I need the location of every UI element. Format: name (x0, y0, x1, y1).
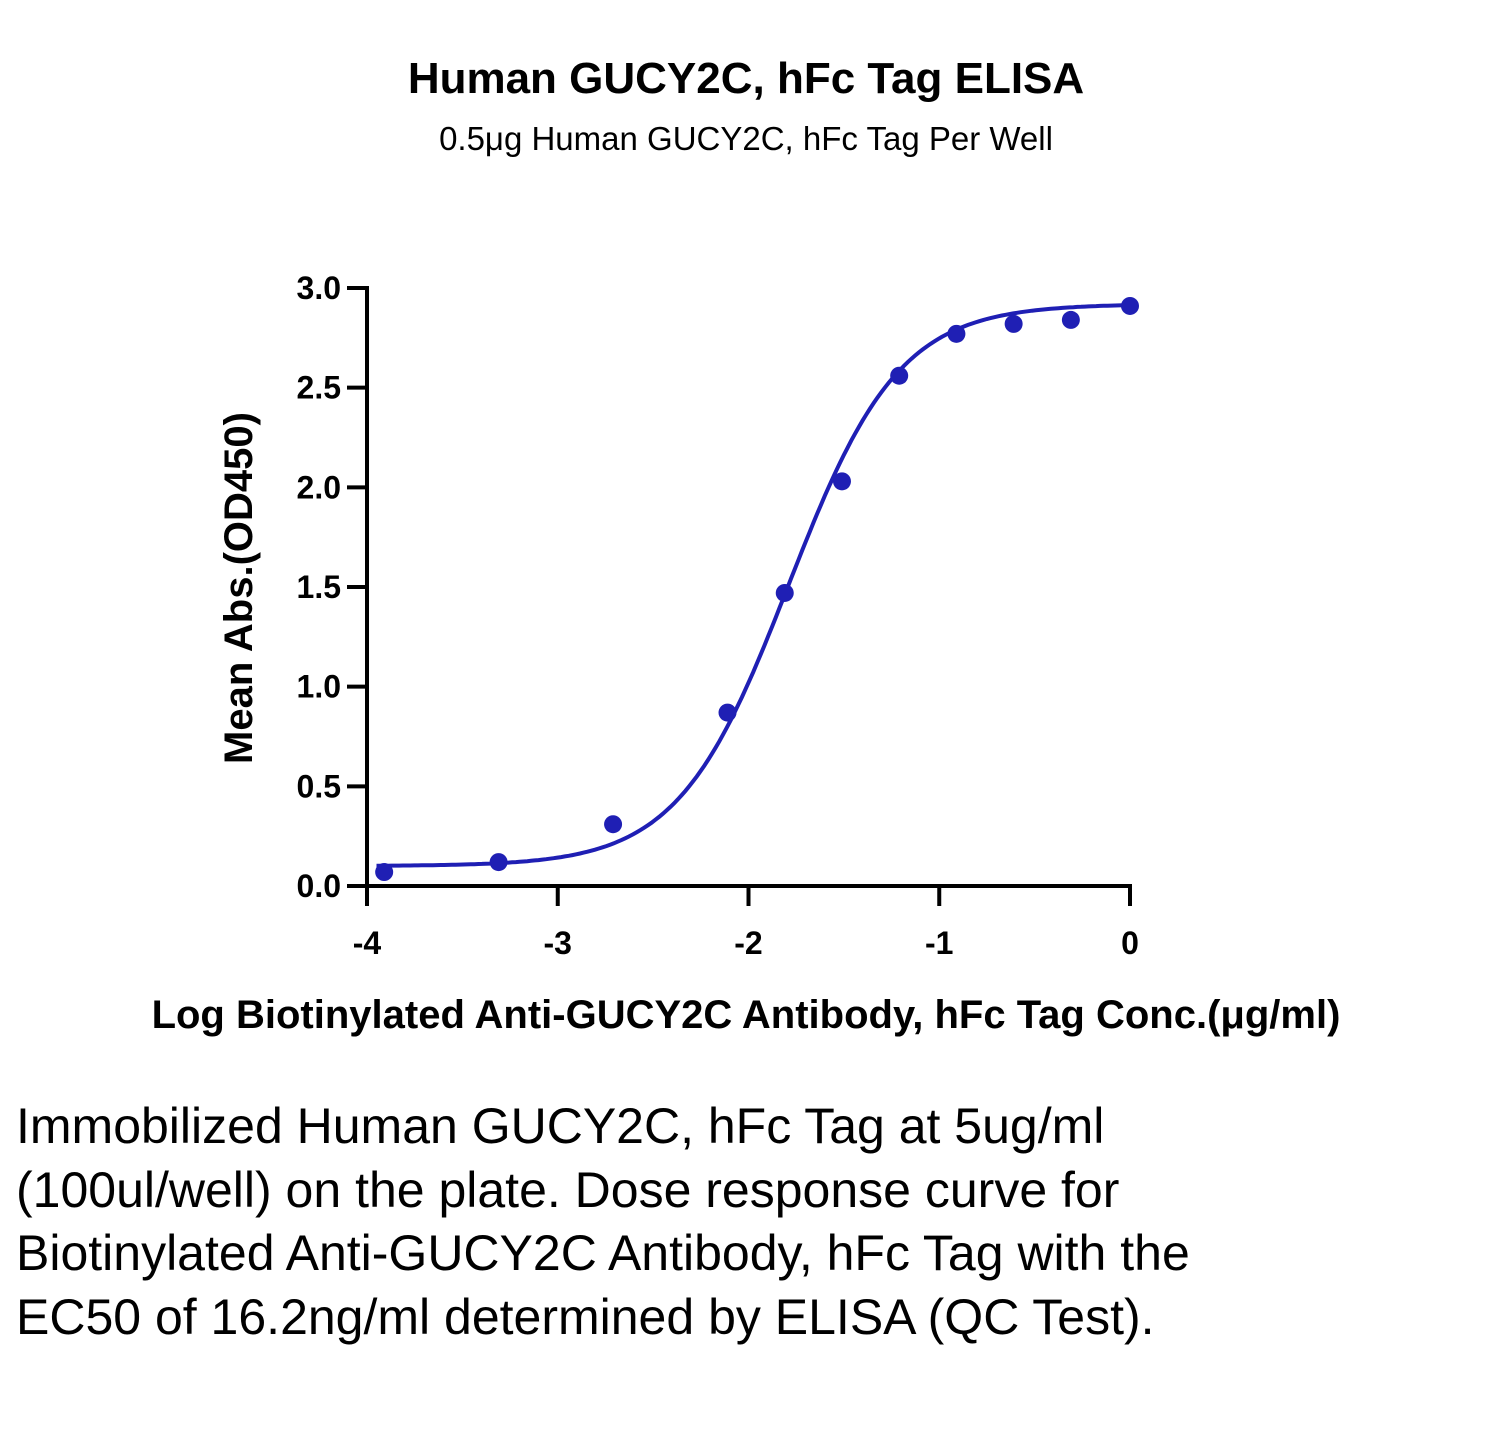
y-tick-label: 3.0 (297, 270, 341, 306)
x-tick-label: -2 (734, 925, 762, 961)
x-tick-label: 0 (1121, 925, 1139, 961)
fit-curve (376, 303, 1131, 868)
x-axis: -4 -3 -2 -1 0 (353, 884, 1139, 961)
data-point (947, 324, 966, 343)
x-tick-label: -4 (353, 925, 382, 961)
chart-subtitle: 0.5μg Human GUCY2C, hFc Tag Per Well (439, 120, 1053, 157)
data-point (604, 815, 623, 834)
figure-caption: Immobilized Human GUCY2C, hFc Tag at 5ug… (16, 1098, 1190, 1345)
y-axis-label: Mean Abs.(OD450) (217, 412, 261, 764)
data-point (489, 853, 508, 872)
y-tick-label: 2.5 (297, 370, 341, 406)
y-tick-label: 1.5 (297, 569, 341, 605)
chart-title: Human GUCY2C, hFc Tag ELISA (408, 54, 1084, 103)
data-point (1121, 296, 1139, 315)
x-axis-label: Log Biotinylated Anti-GUCY2C Antibody, h… (152, 993, 1341, 1037)
x-tick-label: -3 (544, 925, 572, 961)
y-tick-label: 0.0 (297, 868, 341, 904)
data-point (1004, 314, 1023, 333)
x-tick-label: -1 (925, 925, 953, 961)
data-point (375, 863, 394, 882)
data-point (890, 366, 909, 385)
y-tick-label: 1.0 (297, 669, 341, 705)
data-point (832, 472, 851, 491)
data-point (718, 703, 737, 722)
data-point (775, 583, 794, 602)
data-point (1061, 310, 1080, 329)
y-tick-label: 0.5 (297, 768, 341, 804)
data-points (375, 296, 1139, 882)
y-axis: 0.0 0.5 1.0 1.5 2.0 2.5 3.0 (297, 270, 369, 904)
elisa-chart: Human GUCY2C, hFc Tag ELISA 0.5μg Human … (152, 54, 1341, 1037)
y-tick-label: 2.0 (297, 469, 341, 505)
